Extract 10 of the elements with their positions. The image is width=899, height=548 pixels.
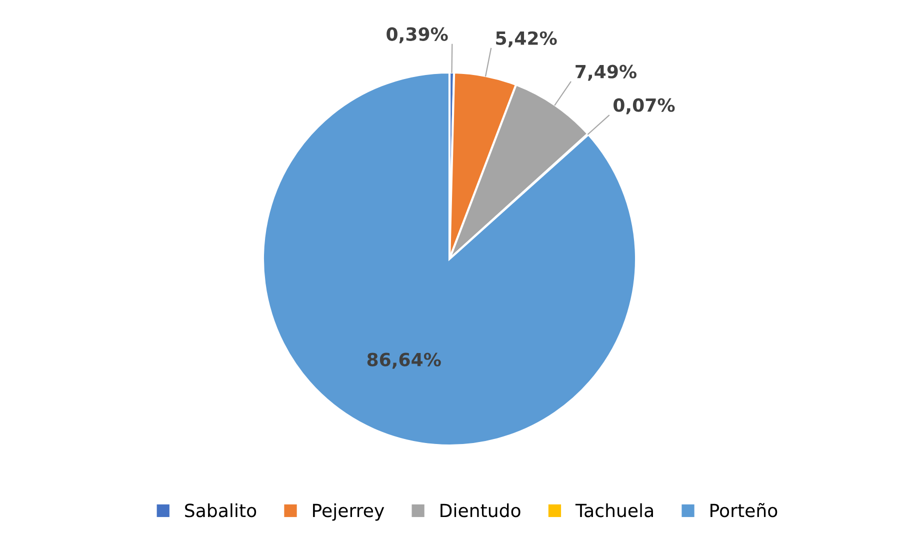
legend-label: Tachuela (575, 503, 653, 518)
data-label: 86,64% (367, 352, 441, 369)
legend-label: Sabalito (185, 503, 256, 518)
legend-label: Pejerrey (313, 503, 384, 521)
data-label: 7,49% (576, 64, 636, 81)
data-label: 5,42% (496, 31, 557, 48)
data-label: 0,07% (614, 98, 675, 114)
data-label: 0,39% (386, 27, 448, 44)
legend-label: Porteño (710, 503, 778, 518)
legend-label: Dientudo (440, 503, 520, 518)
